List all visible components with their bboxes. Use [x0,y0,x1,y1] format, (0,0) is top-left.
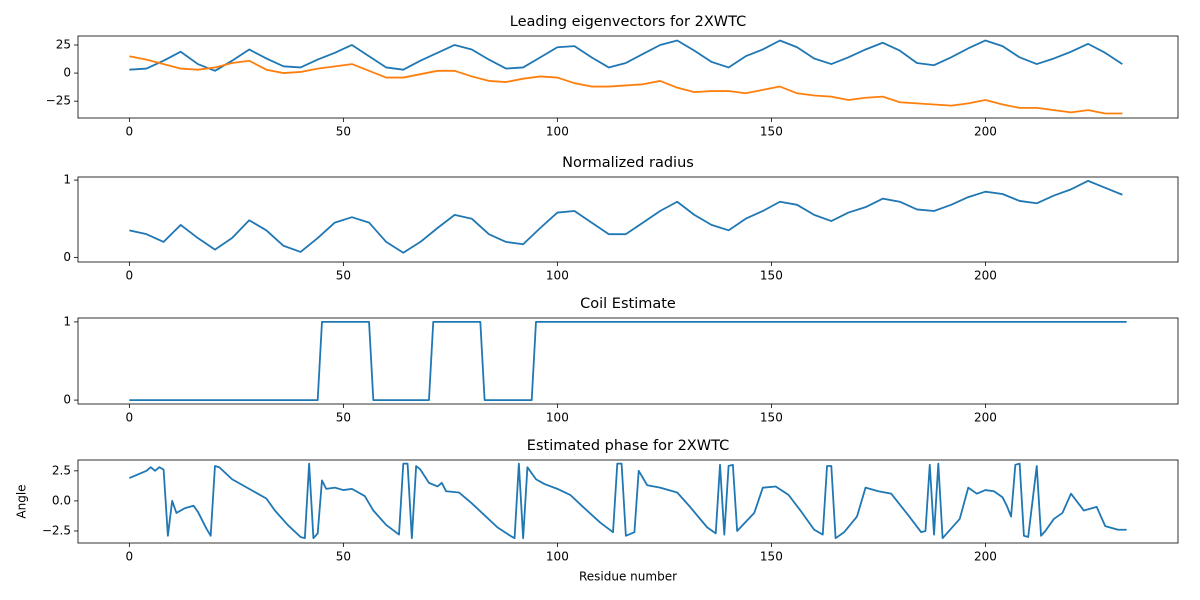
data-line [129,462,1127,540]
chart-title: Coil Estimate [580,296,676,312]
y-tick-label: 25 [56,37,71,51]
x-axis-label: Residue number [579,570,677,584]
axes-frame [77,35,1179,119]
data-line [129,321,1127,401]
y-tick-label: 0 [63,250,71,264]
data-line [129,39,1123,72]
x-tick-label: 200 [974,550,997,564]
x-tick-label: 0 [126,269,134,283]
data-line [129,179,1123,254]
axes-frame [77,317,1179,405]
x-tick-label: 150 [760,269,783,283]
x-tick-label: 50 [336,550,351,564]
x-tick-label: 200 [974,411,997,425]
y-tick-label: −2.5 [42,523,71,537]
y-tick-label: 0 [63,66,71,80]
data-line [129,55,1123,115]
x-tick-label: 50 [336,411,351,425]
x-tick-label: 100 [546,125,569,139]
x-tick-label: 100 [546,269,569,283]
y-tick-label: 1 [63,173,71,187]
x-tick-label: 150 [760,550,783,564]
x-tick-label: 0 [126,550,134,564]
x-tick-label: 100 [546,411,569,425]
x-tick-label: 150 [760,411,783,425]
x-tick-label: 50 [336,269,351,283]
x-tick-label: 150 [760,125,783,139]
y-axis-label: Angle [15,484,29,518]
axes-frame [77,459,1179,544]
x-tick-label: 0 [126,125,134,139]
x-tick-label: 0 [126,411,134,425]
axes-frame [77,176,1179,263]
chart-title: Normalized radius [562,155,694,171]
x-tick-label: 50 [336,125,351,139]
y-tick-label: −25 [46,94,71,108]
chart-title: Estimated phase for 2XWTC [527,438,729,454]
y-tick-label: 2.5 [52,463,71,477]
x-tick-label: 200 [974,269,997,283]
x-tick-label: 200 [974,125,997,139]
x-tick-label: 100 [546,550,569,564]
y-tick-label: 0.0 [52,493,71,507]
chart-title: Leading eigenvectors for 2XWTC [510,14,746,30]
y-tick-label: 1 [63,314,71,328]
y-tick-label: 0 [63,393,71,407]
